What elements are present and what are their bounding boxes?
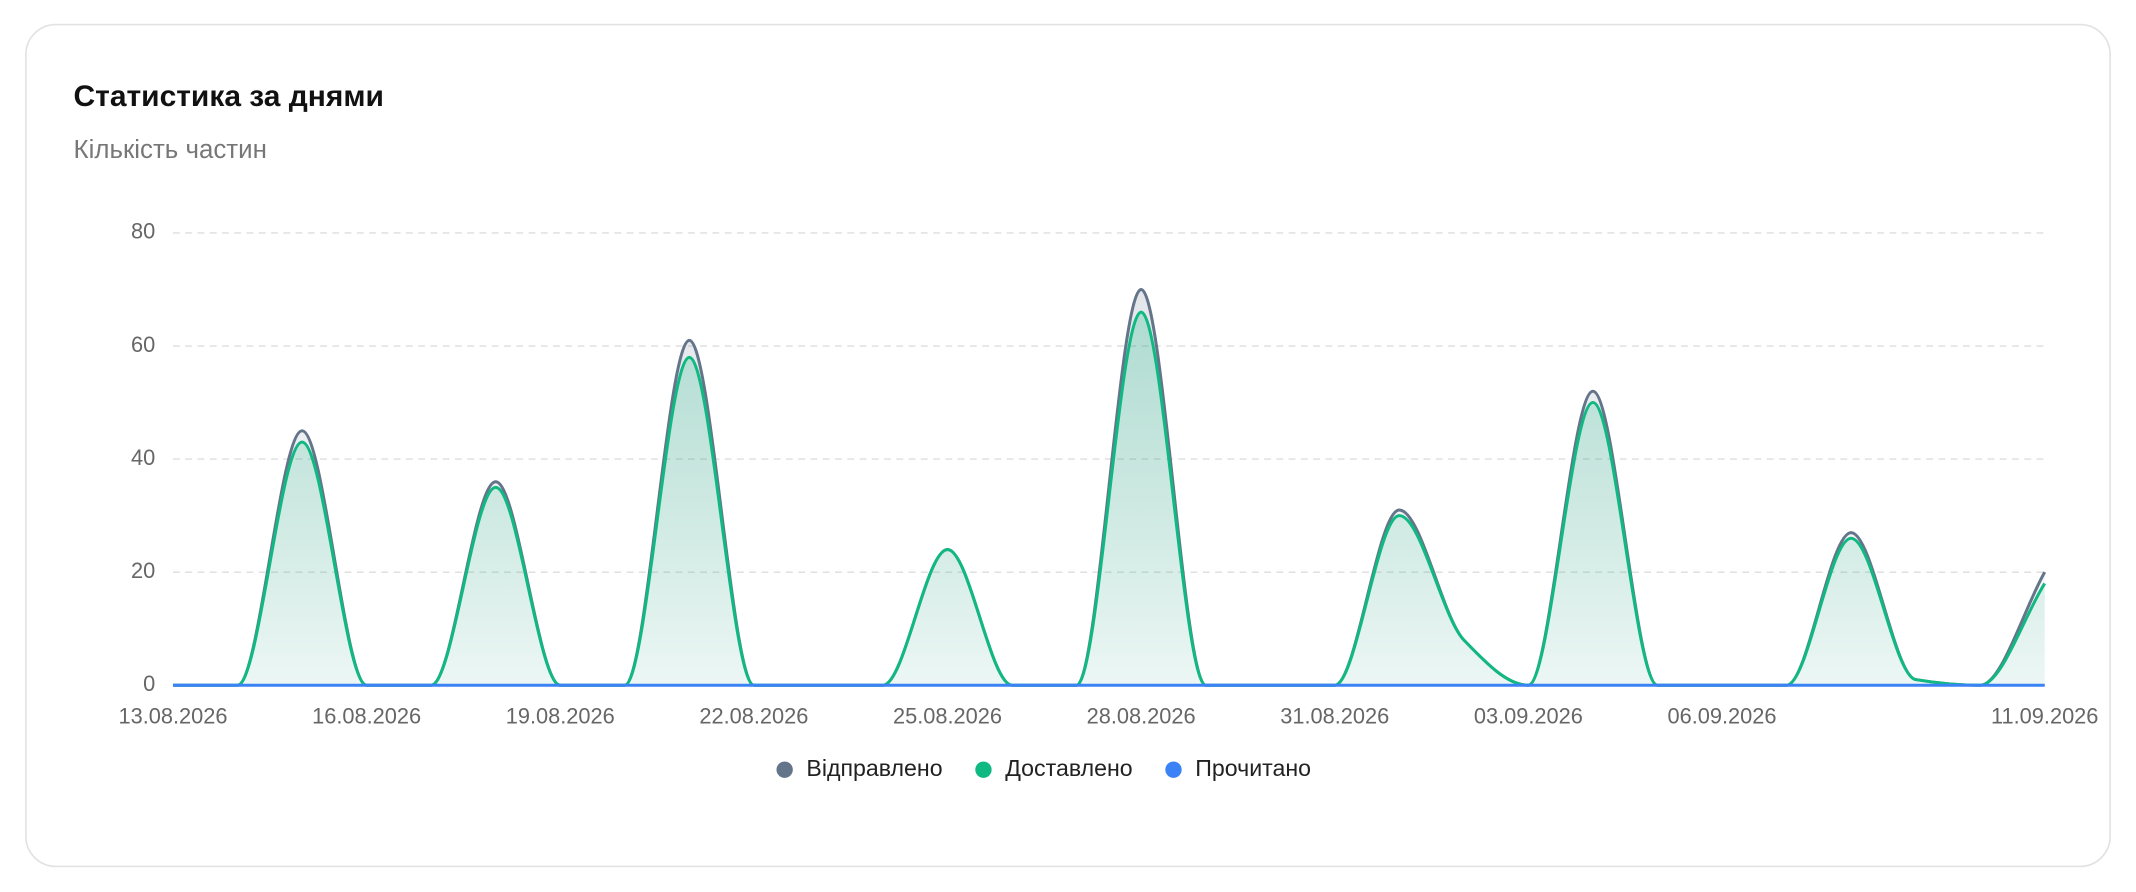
- x-tick-label: 03.09.2026: [1474, 704, 1583, 729]
- y-tick-label: 80: [131, 219, 155, 244]
- x-tick-label: 25.08.2026: [893, 704, 1002, 729]
- y-tick-label: 0: [143, 671, 155, 696]
- chart-subtitle: Кількість частин: [74, 136, 267, 164]
- legend-marker: [1165, 761, 1182, 778]
- card: [25, 23, 2111, 868]
- x-tick-label: 31.08.2026: [1280, 704, 1389, 729]
- x-tick-label: 16.08.2026: [312, 704, 421, 729]
- x-tick-label: 11.09.2026: [1991, 704, 2098, 729]
- x-tick-label: 19.08.2026: [506, 704, 615, 729]
- area: [173, 312, 2045, 686]
- legend-label: Прочитано: [1195, 755, 1311, 781]
- x-tick-label: 28.08.2026: [1087, 704, 1196, 729]
- x-tick-label: 22.08.2026: [699, 704, 808, 729]
- legend-marker: [776, 761, 793, 778]
- legend-label: Відправлено: [806, 755, 942, 781]
- legend-marker: [975, 761, 992, 778]
- x-tick-label: 13.08.2026: [118, 704, 227, 729]
- legend-label: Доставлено: [1005, 755, 1132, 781]
- y-tick-label: 40: [131, 445, 155, 470]
- y-tick-label: 60: [131, 332, 155, 357]
- x-tick-label: 06.09.2026: [1668, 704, 1777, 729]
- y-tick-label: 20: [131, 558, 155, 583]
- chart-title: Статистика за днями: [74, 80, 384, 113]
